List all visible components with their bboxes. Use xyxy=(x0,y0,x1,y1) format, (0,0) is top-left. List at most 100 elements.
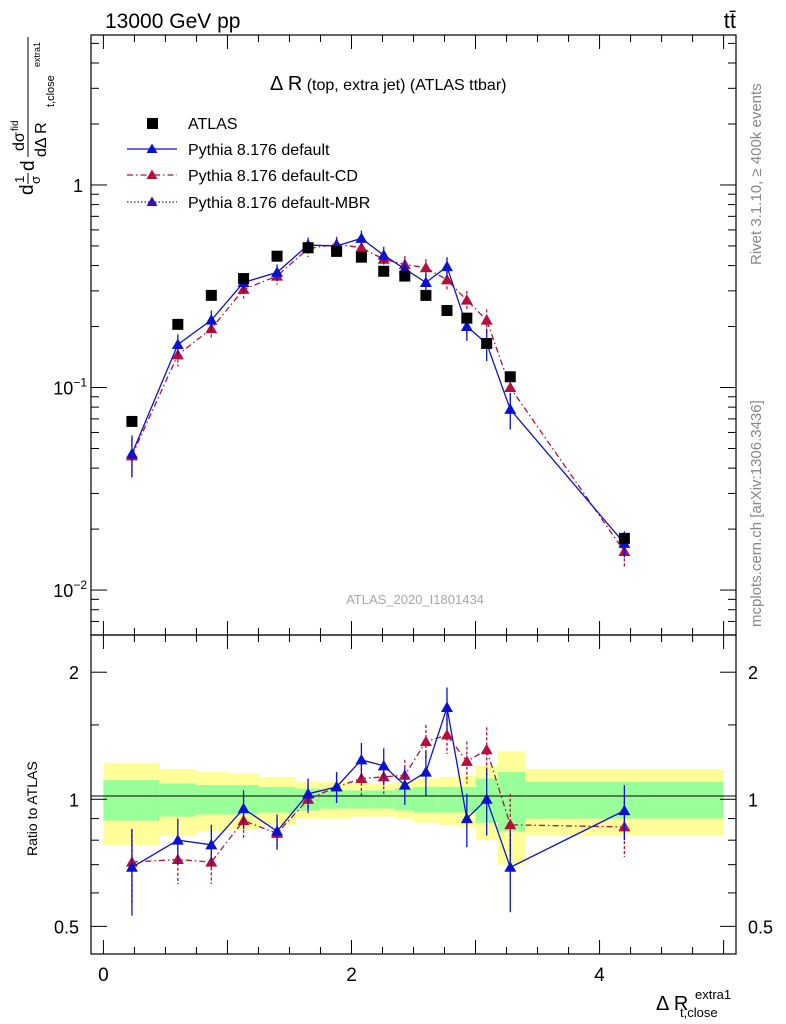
ylabel-sub: t,close xyxy=(45,75,57,107)
ratio-y-tick-label: 1 xyxy=(69,790,79,810)
legend-entry-pythia-default: Pythia 8.176 default xyxy=(127,142,330,159)
green-band-bin xyxy=(370,790,395,809)
ratio-point xyxy=(125,861,138,872)
main-point xyxy=(440,273,453,285)
ratio-y-tick-label: 0.5 xyxy=(54,917,79,937)
ratio-point xyxy=(480,743,493,755)
atlas-point xyxy=(378,265,390,277)
ratio-axes: 0.5 0.5 1 1 2 2 0 2 4 xyxy=(54,635,773,986)
ratio-point xyxy=(460,755,473,766)
atlas-point xyxy=(481,337,493,349)
main-point xyxy=(171,338,184,350)
ylabel-fid: fid xyxy=(10,120,21,131)
ratio-y-tick-label-right: 0.5 xyxy=(748,917,773,937)
main-point xyxy=(504,403,517,414)
ratio-y-tick-label: 2 xyxy=(69,663,79,683)
main-line-pythia-8-176-default-cd xyxy=(131,243,625,552)
green-band-bin xyxy=(159,783,197,817)
x-tick-label: 2 xyxy=(346,965,357,986)
ylabel-sup: extra1 xyxy=(32,42,42,67)
ylabel-d2: d xyxy=(18,160,39,171)
legend: ATLAS Pythia 8.176 default Pythia 8.176 … xyxy=(127,116,370,212)
legend-marker-pythia-cd xyxy=(146,169,158,179)
ratio-series-layer xyxy=(125,687,631,916)
ylabel-denominator: dΔ R xyxy=(33,122,50,157)
green-band-bin xyxy=(258,786,296,813)
ratio-point xyxy=(440,701,453,712)
ratio-point xyxy=(440,728,453,740)
ratio-point xyxy=(237,802,250,814)
x-axis-label-main: Δ R xyxy=(656,993,688,1015)
ratio-point xyxy=(271,825,284,836)
legend-marker-pythia-default xyxy=(146,143,158,153)
main-line-pythia-8-176-default xyxy=(131,237,625,544)
ratio-point xyxy=(419,766,432,777)
atlas-point xyxy=(504,371,516,383)
mcplots-label: mcplots.cern.ch [arXiv:1306.3436] xyxy=(748,400,765,627)
atlas-point xyxy=(355,251,367,263)
x-axis-label-sup: extra1 xyxy=(695,987,731,1002)
main-point xyxy=(355,241,368,253)
main-point xyxy=(125,447,138,459)
legend-label-pythia-default: Pythia 8.176 default xyxy=(188,142,330,159)
x-axis-label-sub: t,close xyxy=(680,1005,718,1020)
ratio-point xyxy=(460,812,473,824)
main-point xyxy=(205,314,218,325)
main-point xyxy=(504,381,517,393)
main-point xyxy=(480,314,493,325)
main-title-symbol: Δ R xyxy=(270,73,302,95)
green-band-bin xyxy=(103,780,160,821)
ylabel-one: 1 xyxy=(12,176,27,183)
main-point xyxy=(377,249,390,260)
ratio-line-pythia-8-176-default xyxy=(131,707,625,869)
ratio-point xyxy=(330,780,343,792)
main-series-layer xyxy=(125,230,631,567)
ratio-point xyxy=(504,861,517,872)
atlas-point xyxy=(205,289,217,301)
ratio-point xyxy=(618,804,631,816)
main-title-detail: (top, extra jet) (ATLAS ttbar) xyxy=(302,77,506,94)
main-y-tick-label: 10−1 xyxy=(53,376,87,399)
atlas-point xyxy=(172,318,184,330)
atlas-point xyxy=(420,289,432,301)
atlas-point xyxy=(618,532,630,544)
atlas-point xyxy=(238,273,250,285)
main-point xyxy=(460,294,473,305)
main-panel: 1 10−1 10−2 Δ R (top, extra jet) (ATLAS tt… xyxy=(10,34,737,636)
atlas-point xyxy=(461,312,473,324)
atlas-point xyxy=(399,270,411,282)
legend-entry-atlas: ATLAS xyxy=(147,116,238,133)
ratio-panel: 0.5 0.5 1 1 2 2 0 2 4 Ratio to ATLAS Δ R t,close… xyxy=(24,634,773,1020)
atlas-point xyxy=(271,250,283,262)
legend-label-pythia-cd: Pythia 8.176 default-CD xyxy=(188,168,358,185)
main-point xyxy=(419,261,432,273)
ratio-point xyxy=(419,735,432,747)
main-y-tick-label: 1 xyxy=(73,176,83,196)
ylabel-d1: d xyxy=(17,184,38,195)
x-tick-label: 0 xyxy=(98,965,109,986)
uncertainty-bands xyxy=(103,751,724,865)
main-y-tick-label: 10−2 xyxy=(53,578,87,601)
ratio-y-tick-label-right: 2 xyxy=(748,663,758,683)
ratio-y-axis-label: Ratio to ATLAS xyxy=(24,761,40,856)
ratio-series-pythia-8-176-default xyxy=(125,687,631,916)
main-point xyxy=(271,266,284,277)
atlas-point xyxy=(441,305,453,317)
ratio-point xyxy=(480,793,493,804)
svg-text:d: d xyxy=(17,184,38,195)
atlas-point xyxy=(302,242,314,254)
atlas-point xyxy=(126,415,138,427)
main-y-axis-label: d 1 σ d dσ fid dΔ R t,close extra1 xyxy=(10,37,57,195)
ratio-point xyxy=(302,787,315,799)
main-point xyxy=(419,276,432,287)
main-point xyxy=(440,260,453,272)
green-band-bin xyxy=(196,785,228,815)
legend-entry-pythia-cd: Pythia 8.176 default-CD xyxy=(127,168,358,185)
ratio-point xyxy=(205,838,218,850)
process-label: tt̄ xyxy=(724,8,736,33)
legend-marker-pythia-mbr xyxy=(146,196,158,206)
atlas-point xyxy=(331,245,343,257)
main-title: Δ R (top, extra jet) (ATLAS ttbar) xyxy=(270,73,506,95)
analysis-watermark: ATLAS_2020_I1801434 xyxy=(346,592,484,607)
